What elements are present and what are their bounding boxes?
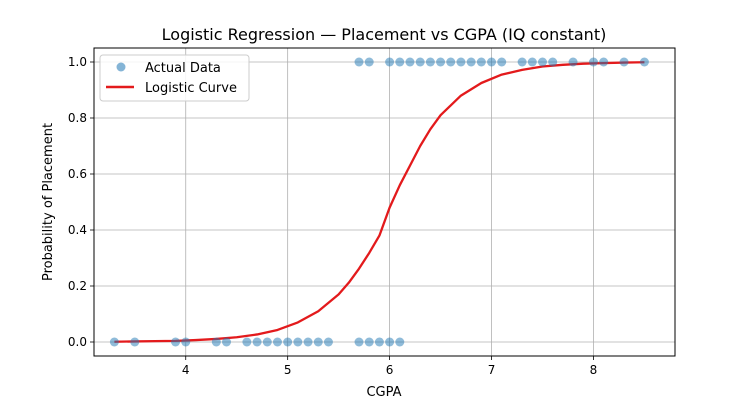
data-point [548,57,558,67]
data-point [537,57,547,67]
y-tick-label: 0.0 [68,335,87,349]
y-tick-label: 1.0 [68,55,87,69]
x-tick-label: 4 [182,363,190,377]
data-point [395,337,405,347]
data-point [313,337,323,347]
y-tick-label: 0.6 [68,167,87,181]
data-point [619,57,629,67]
data-point [588,57,598,67]
data-point [415,57,425,67]
data-point [425,57,435,67]
curve-layer [114,61,645,343]
plot-frame [93,47,676,357]
data-point [272,337,282,347]
data-point [283,337,293,347]
data-point [364,57,374,67]
data-point [242,337,252,347]
data-point [517,57,527,67]
data-point [385,57,395,67]
data-point [211,337,221,347]
grid [94,48,675,356]
data-point [405,57,415,67]
data-point [171,337,181,347]
data-point [252,337,262,347]
data-point [446,57,456,67]
data-point [109,337,119,347]
data-point [364,337,374,347]
data-point [568,57,578,67]
data-point [222,337,232,347]
data-point [476,57,486,67]
data-point [262,337,272,347]
y-tick-label: 0.4 [68,223,87,237]
data-point [599,57,609,67]
data-point [323,337,333,347]
chart-title: Logistic Regression — Placement vs CGPA … [162,25,607,44]
data-point [374,337,384,347]
data-point [497,57,507,67]
data-point [395,57,405,67]
y-tick-label: 0.8 [68,111,87,125]
points-layer [109,57,649,347]
data-point [303,337,313,347]
legend-label-logistic-curve: Logistic Curve [145,81,237,96]
logistic-curve-line [114,61,645,343]
x-axis-label: CGPA [366,385,401,400]
data-point [293,337,303,347]
legend-marker-actual-data [116,62,126,72]
x-tick-label: 8 [590,363,598,377]
data-point [527,57,537,67]
data-point [181,337,191,347]
legend-label-actual-data: Actual Data [145,61,221,76]
data-point [130,337,140,347]
data-point [354,337,364,347]
legend-box [99,54,250,102]
data-point [385,337,395,347]
data-point [354,57,364,67]
x-tick-label: 6 [386,363,394,377]
ticks: 4 5 6 7 8 0.0 0.2 0.4 0.6 0.8 1.0 [68,55,597,377]
data-point [436,57,446,67]
data-point [466,57,476,67]
data-point [456,57,466,67]
x-tick-label: 5 [284,363,292,377]
legend: Actual Data Logistic Curve [99,54,250,102]
y-axis-label: Probability of Placement [41,123,56,281]
y-tick-label: 0.2 [68,279,87,293]
data-point [639,57,649,67]
data-point [487,57,497,67]
x-tick-label: 7 [488,363,496,377]
